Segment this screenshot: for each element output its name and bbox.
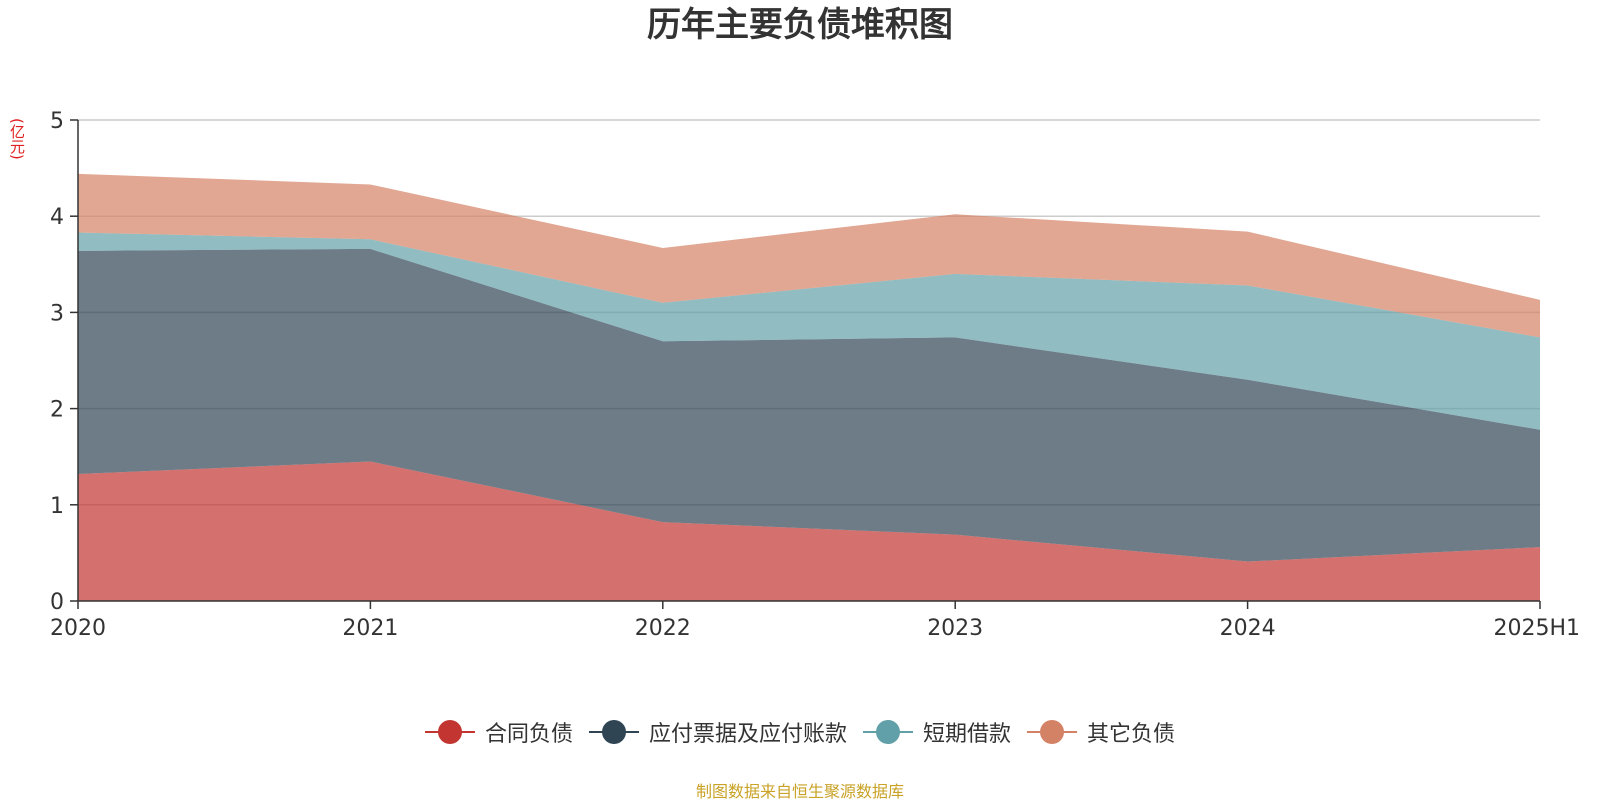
legend-dot-icon <box>1040 720 1065 744</box>
legend-label: 合同负债 <box>484 722 573 747</box>
x-tick-label-2023: 2023 <box>927 616 983 641</box>
legend-label: 短期借款 <box>923 722 1012 747</box>
legend-item-0[interactable]: 合同负债 <box>424 716 573 748</box>
chart-legend: 合同负债 应付票据及应付账款 短期借款 其它负债 <box>0 716 1600 748</box>
area-series-1 <box>78 248 1540 562</box>
x-tick-label-2021: 2021 <box>342 616 398 641</box>
y-axis-unit-label: (亿元) <box>8 118 26 160</box>
legend-dot-icon <box>437 720 462 744</box>
legend-dot-icon <box>876 720 900 744</box>
y-tick-label-0: 0 <box>50 590 64 615</box>
y-tick-label-2: 2 <box>50 398 64 423</box>
x-tick-label-2024: 2024 <box>1220 616 1276 641</box>
legend-marker-icon <box>1027 719 1078 745</box>
y-tick-label-4: 4 <box>50 205 64 230</box>
legend-marker-icon <box>424 719 475 745</box>
legend-marker-icon <box>863 719 913 745</box>
legend-item-3[interactable]: 其它负债 <box>1027 716 1175 748</box>
legend-marker-icon <box>588 719 639 745</box>
x-tick-label-2020: 2020 <box>50 616 106 641</box>
area-series-0 <box>78 461 1540 601</box>
legend-item-2[interactable]: 短期借款 <box>863 716 1011 748</box>
y-tick-label-3: 3 <box>50 301 64 326</box>
source-note: 制图数据来自恒生聚源数据库 <box>695 782 904 801</box>
legend-dot-icon <box>601 720 626 744</box>
legend-label: 其它负债 <box>1087 722 1176 747</box>
legend-label: 应付票据及应付账款 <box>648 722 847 747</box>
legend-item-1[interactable]: 应付票据及应付账款 <box>588 716 847 748</box>
x-tick-label-2022: 2022 <box>635 616 691 641</box>
chart-title: 历年主要负债堆积图 <box>647 5 953 45</box>
tick-labels: 0 1 2 3 4 5 2020 2021 2022 2023 2024 2025H1 <box>50 109 1580 641</box>
area-series-layer <box>78 173 1540 601</box>
area-series-3 <box>78 173 1540 338</box>
y-tick-label-5: 5 <box>50 109 64 134</box>
area-series-2 <box>78 232 1540 430</box>
axes <box>70 119 1541 609</box>
x-tick-label-2025H1: 2025H1 <box>1493 616 1580 641</box>
y-tick-label-1: 1 <box>50 494 64 519</box>
